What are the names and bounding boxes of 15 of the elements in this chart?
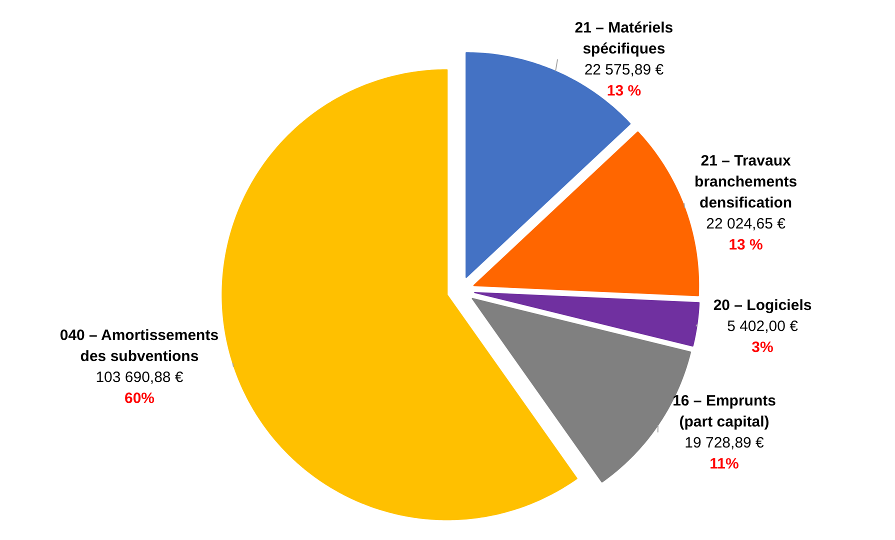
slice-label: 21 – Matériels spécifiques <box>574 19 674 58</box>
slice-label: 21 – Travaux branchements densification <box>694 152 798 212</box>
slice-label: 040 – Amortissements des subventions <box>60 326 219 365</box>
text: 11% <box>710 455 739 472</box>
text: 13 % <box>728 236 763 254</box>
text: 3% <box>752 338 774 356</box>
slice-label: 20 – Logiciels <box>713 296 812 314</box>
slice-label: 16 – Emprunts (part capital) <box>672 392 776 430</box>
text: 60% <box>124 390 155 407</box>
text: 13 % <box>606 82 642 100</box>
data-label: 19 728,89 € <box>684 434 765 452</box>
data-label: 5 402,00 € <box>727 318 799 335</box>
data-label: 103 690,88 € <box>96 368 184 386</box>
data-label: 22 575,89 € <box>584 61 664 78</box>
data-label: 22 024,65 € <box>706 216 786 233</box>
